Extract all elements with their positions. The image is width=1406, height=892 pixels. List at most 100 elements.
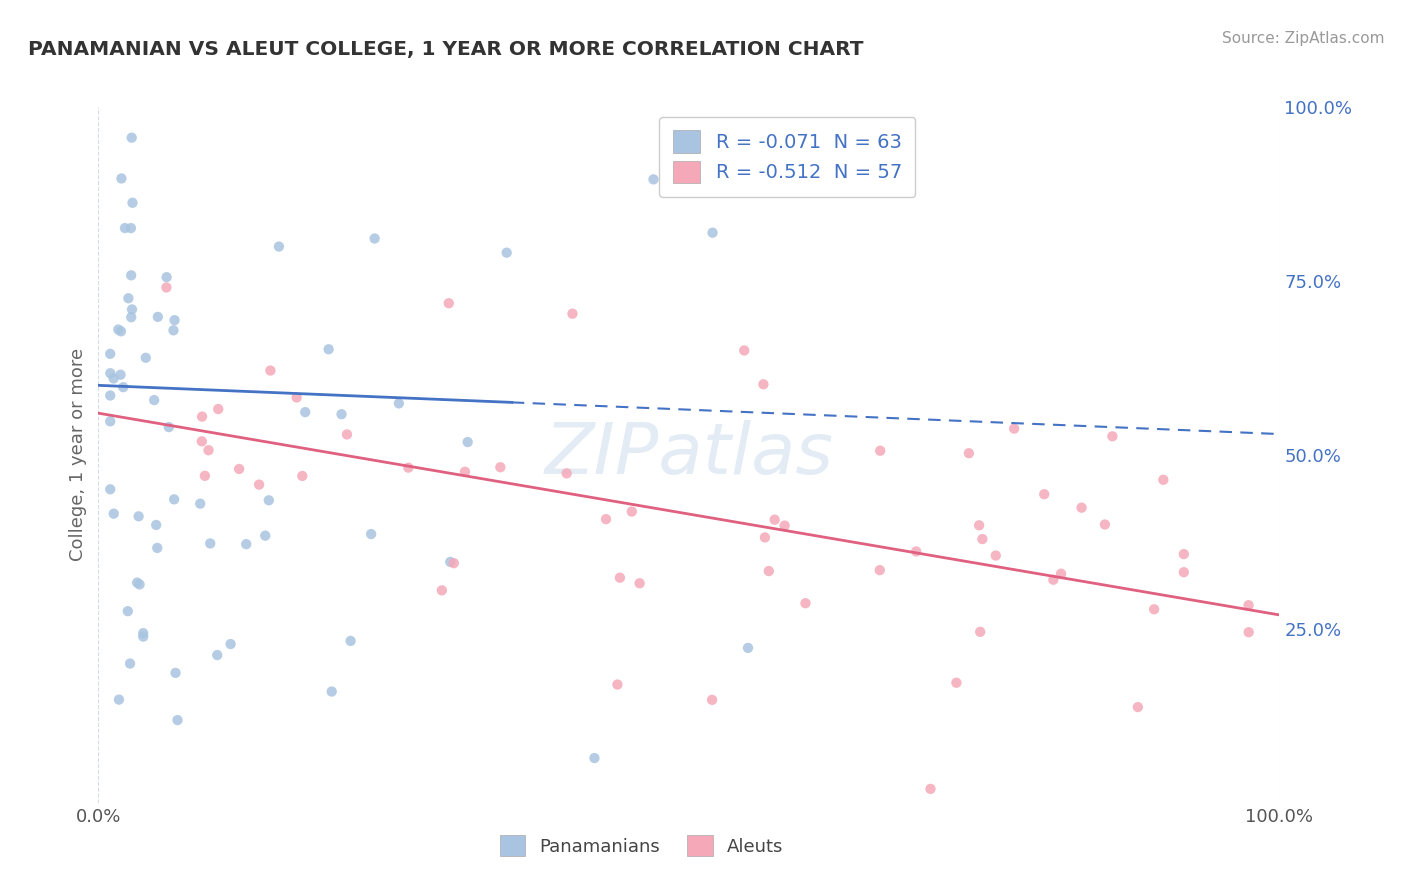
Point bbox=[110, 171, 132, 186]
Point bbox=[794, 596, 817, 610]
Point bbox=[120, 310, 142, 325]
Legend: Panamanians, Aleuts: Panamanians, Aleuts bbox=[492, 828, 790, 863]
Point bbox=[437, 296, 460, 310]
Point bbox=[103, 371, 125, 385]
Point bbox=[103, 507, 125, 521]
Point bbox=[457, 435, 479, 450]
Point bbox=[120, 268, 142, 283]
Point bbox=[162, 323, 184, 337]
Point bbox=[117, 291, 139, 305]
Point bbox=[702, 226, 724, 240]
Point bbox=[114, 221, 136, 235]
Point bbox=[360, 527, 382, 541]
Point bbox=[291, 469, 314, 483]
Point bbox=[595, 512, 617, 526]
Point bbox=[1002, 422, 1025, 436]
Point bbox=[1033, 487, 1056, 501]
Point bbox=[957, 446, 980, 460]
Point bbox=[120, 657, 142, 671]
Point bbox=[207, 648, 229, 662]
Point bbox=[191, 434, 214, 449]
Point bbox=[259, 363, 281, 377]
Point bbox=[117, 604, 139, 618]
Point bbox=[98, 388, 121, 402]
Point bbox=[489, 460, 512, 475]
Point bbox=[733, 343, 755, 358]
Point bbox=[132, 630, 155, 644]
Point bbox=[1173, 565, 1195, 579]
Point bbox=[98, 347, 121, 361]
Point bbox=[143, 393, 166, 408]
Point bbox=[430, 583, 453, 598]
Point bbox=[339, 633, 361, 648]
Point bbox=[972, 532, 994, 546]
Point bbox=[643, 172, 665, 186]
Point bbox=[108, 692, 131, 706]
Point bbox=[132, 626, 155, 640]
Point bbox=[443, 556, 465, 570]
Point bbox=[155, 280, 177, 294]
Point bbox=[267, 239, 290, 253]
Point bbox=[920, 781, 942, 796]
Point bbox=[454, 465, 477, 479]
Point bbox=[396, 460, 419, 475]
Point bbox=[98, 366, 121, 380]
Point bbox=[330, 407, 353, 421]
Point bbox=[495, 245, 517, 260]
Point bbox=[110, 324, 132, 338]
Point bbox=[609, 571, 631, 585]
Y-axis label: College, 1 year or more: College, 1 year or more bbox=[69, 349, 87, 561]
Point bbox=[145, 518, 167, 533]
Point bbox=[1237, 625, 1260, 640]
Point bbox=[188, 497, 211, 511]
Point bbox=[197, 443, 219, 458]
Point bbox=[128, 509, 150, 524]
Point bbox=[191, 409, 214, 424]
Point bbox=[1237, 598, 1260, 612]
Point bbox=[157, 420, 180, 434]
Point bbox=[1152, 473, 1174, 487]
Point bbox=[247, 477, 270, 491]
Point bbox=[869, 563, 891, 577]
Point bbox=[388, 396, 411, 410]
Point bbox=[1101, 429, 1123, 443]
Point bbox=[318, 343, 340, 357]
Point bbox=[228, 462, 250, 476]
Point bbox=[163, 492, 186, 507]
Point bbox=[200, 536, 222, 550]
Point bbox=[763, 513, 786, 527]
Point bbox=[121, 195, 143, 210]
Point bbox=[112, 380, 135, 394]
Text: PANAMANIAN VS ALEUT COLLEGE, 1 YEAR OR MORE CORRELATION CHART: PANAMANIAN VS ALEUT COLLEGE, 1 YEAR OR M… bbox=[28, 40, 863, 59]
Point bbox=[737, 640, 759, 655]
Point bbox=[321, 684, 343, 698]
Point bbox=[363, 231, 385, 245]
Point bbox=[773, 518, 796, 533]
Point bbox=[120, 221, 142, 235]
Point bbox=[905, 544, 928, 558]
Point bbox=[628, 576, 651, 591]
Point bbox=[98, 483, 121, 497]
Point bbox=[219, 637, 242, 651]
Point bbox=[754, 531, 776, 545]
Point bbox=[945, 675, 967, 690]
Point bbox=[752, 377, 775, 392]
Point bbox=[207, 402, 229, 417]
Point bbox=[967, 518, 990, 533]
Point bbox=[1070, 500, 1092, 515]
Point bbox=[1143, 602, 1166, 616]
Point bbox=[969, 624, 991, 639]
Point bbox=[121, 130, 143, 145]
Point bbox=[254, 528, 277, 542]
Point bbox=[869, 443, 891, 458]
Point bbox=[606, 677, 628, 691]
Point bbox=[128, 577, 150, 591]
Point bbox=[1042, 573, 1064, 587]
Point bbox=[1173, 547, 1195, 561]
Point bbox=[439, 555, 461, 569]
Point bbox=[194, 468, 217, 483]
Point bbox=[135, 351, 157, 365]
Point bbox=[235, 537, 257, 551]
Point bbox=[336, 427, 359, 442]
Point bbox=[294, 405, 316, 419]
